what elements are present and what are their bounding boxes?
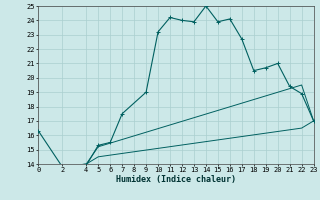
- X-axis label: Humidex (Indice chaleur): Humidex (Indice chaleur): [116, 175, 236, 184]
